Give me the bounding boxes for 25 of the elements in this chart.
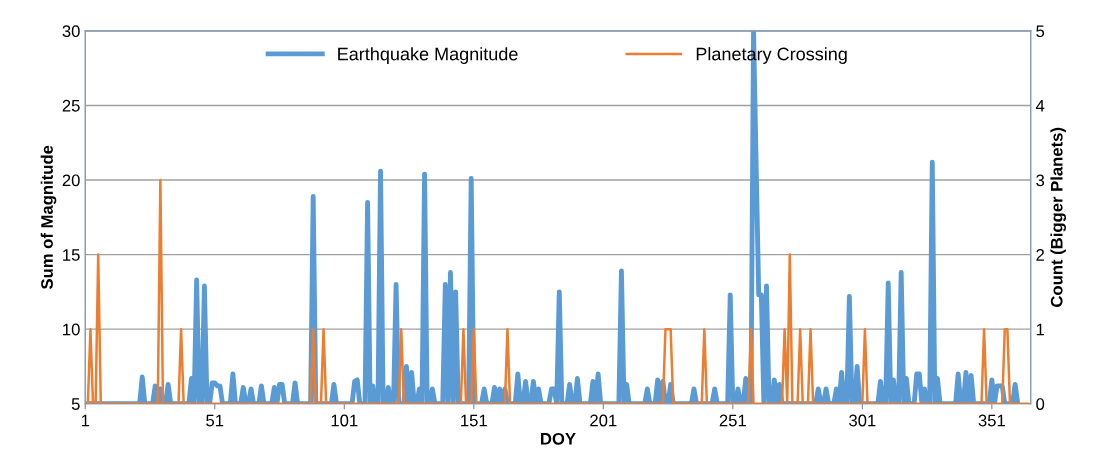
y-tick-label: 20 (62, 174, 80, 187)
y2-tick-label: 5 (1036, 25, 1045, 38)
y-tick-label: 25 (62, 99, 80, 112)
y2-tick-label: 1 (1036, 323, 1045, 336)
x-tick-label: 1 (81, 414, 90, 427)
line-series (85, 30, 1021, 404)
y2-tick-label: 3 (1036, 174, 1045, 187)
y2-tick-label: 4 (1035, 100, 1045, 112)
x-tick-label: 301 (849, 414, 876, 427)
y2-tick-label: 0 (1036, 398, 1045, 410)
x-tick-label: 101 (331, 414, 358, 427)
x-tick-label: 351 (978, 414, 1005, 427)
y-tick-label: 5 (71, 398, 80, 410)
x-tick-label: 51 (206, 414, 224, 427)
y-tick-label: 10 (63, 323, 80, 336)
x-tick-label: 201 (590, 414, 617, 427)
x-axis-title: DOY (541, 432, 576, 445)
y2-tick-label: 2 (1036, 249, 1044, 261)
y-tick-label: 15 (63, 249, 80, 261)
legend-label: Earthquake Magnitude (338, 47, 518, 64)
y2-axis-title: Count (Bigger Planets) (1050, 127, 1066, 307)
y-axis-title: Sum of Magnitude (40, 145, 57, 290)
x-tick-label: 151 (461, 414, 487, 427)
x-tick-label: 251 (719, 414, 746, 427)
y-tick-label: 30 (62, 25, 80, 38)
